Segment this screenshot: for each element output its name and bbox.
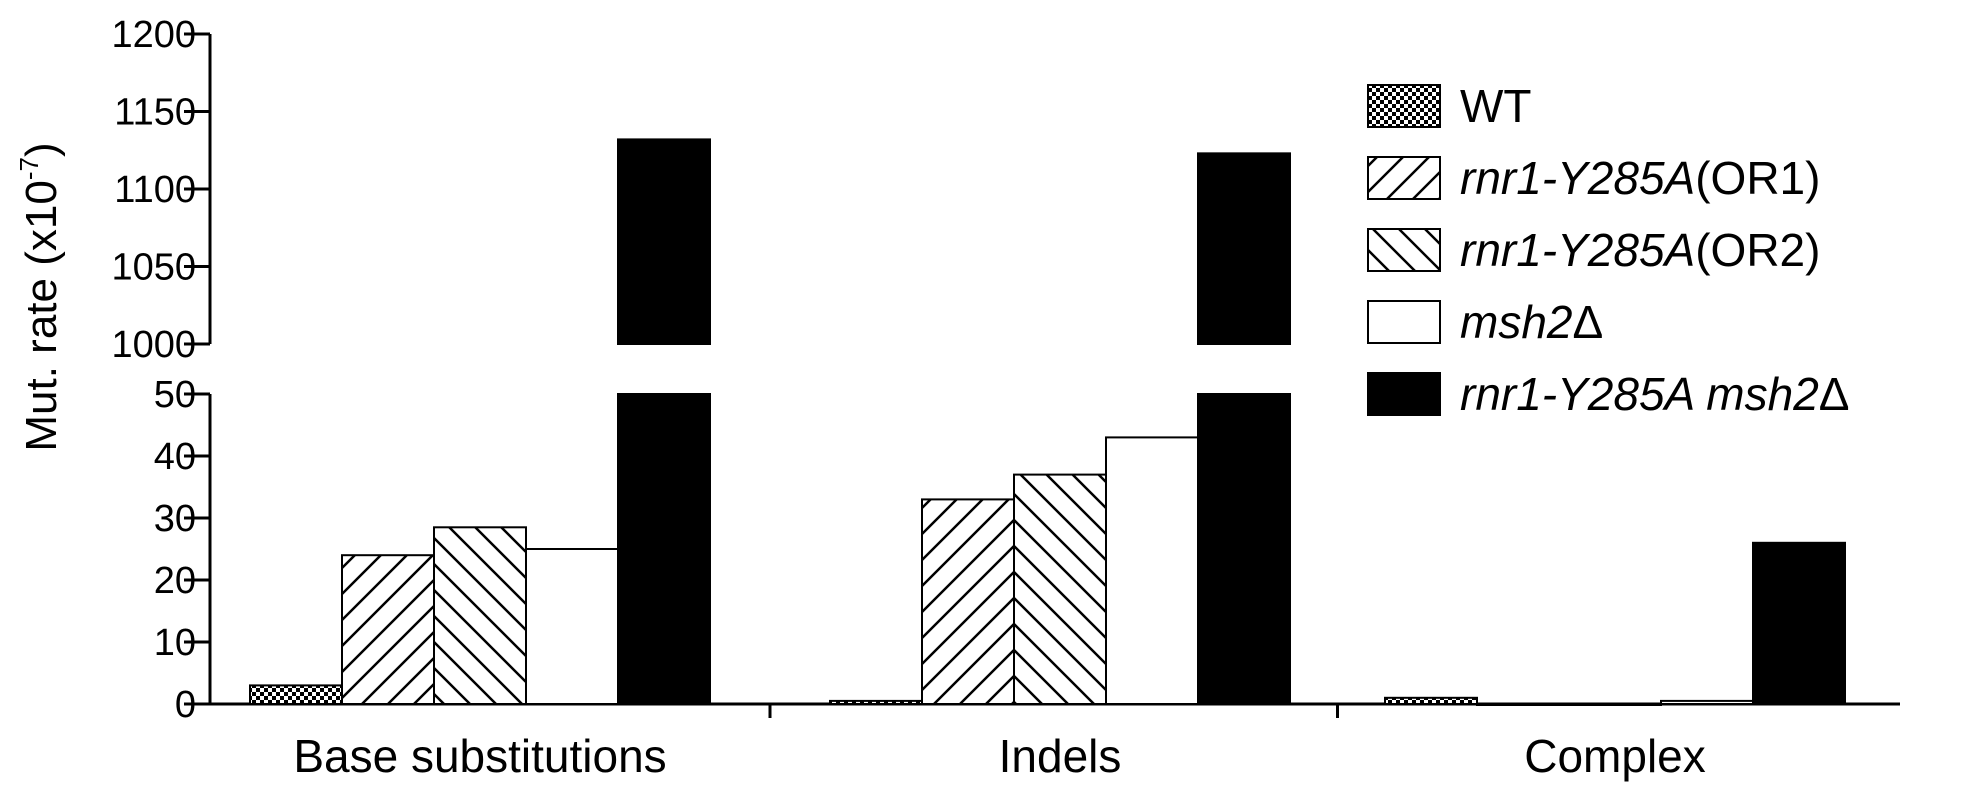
legend-swatch — [1367, 156, 1441, 200]
bar — [341, 554, 435, 706]
bar-lower-segment — [1197, 393, 1291, 705]
legend-label: rnr1-Y285A msh2Δ — [1460, 368, 1850, 420]
bar — [525, 548, 619, 705]
y-tick-1150: 1150 — [114, 92, 196, 134]
legend-swatch — [1367, 228, 1441, 272]
bar — [829, 699, 923, 706]
y-tick-0: 0 — [175, 684, 196, 726]
y-axis-label: Mut. rate (x10-7) — [14, 142, 66, 451]
axes: 0 10 20 30 40 50 1000 1050 1100 1150 1200 Base subs… — [111, 14, 1900, 782]
bar — [921, 498, 1015, 705]
bar — [1384, 696, 1478, 705]
bar — [1660, 699, 1754, 706]
legend-swatch — [1367, 372, 1441, 416]
legend-label: msh2Δ — [1460, 296, 1603, 348]
x-tick-label: Indels — [999, 730, 1122, 782]
bar — [1752, 541, 1846, 705]
bar — [1476, 703, 1570, 706]
y-tick-1200: 1200 — [111, 14, 196, 56]
y-tick-50: 50 — [154, 374, 196, 416]
bars — [249, 138, 1846, 706]
y-tick-1050: 1050 — [111, 247, 196, 289]
x-tick-label: Base substitutions — [293, 730, 666, 782]
y-tick-10: 10 — [154, 622, 196, 664]
y-tick-30: 30 — [154, 498, 196, 540]
legend-label: rnr1-Y285A(OR2) — [1460, 224, 1820, 276]
y-tick-1100: 1100 — [114, 169, 196, 211]
bar — [433, 526, 527, 705]
bar — [1013, 473, 1107, 705]
bar — [1105, 436, 1199, 705]
bar — [249, 684, 343, 706]
y-tick-1000: 1000 — [111, 324, 196, 366]
bar — [1568, 703, 1662, 706]
y-tick-40: 40 — [154, 436, 196, 478]
bar-upper-segment — [617, 138, 711, 345]
y-tick-20: 20 — [154, 560, 196, 602]
bar-upper-segment — [1197, 152, 1291, 345]
legend: WT rnr1-Y285A(OR1) rnr1-Y285A(OR2) msh2Δ rnr… — [1367, 80, 1850, 420]
legend-swatch — [1367, 300, 1441, 344]
legend-label: rnr1-Y285A(OR1) — [1460, 152, 1820, 204]
bar-lower-segment — [617, 393, 711, 705]
x-tick-label: Complex — [1524, 730, 1706, 782]
legend-label: WT — [1460, 80, 1532, 132]
legend-swatch — [1367, 84, 1441, 128]
